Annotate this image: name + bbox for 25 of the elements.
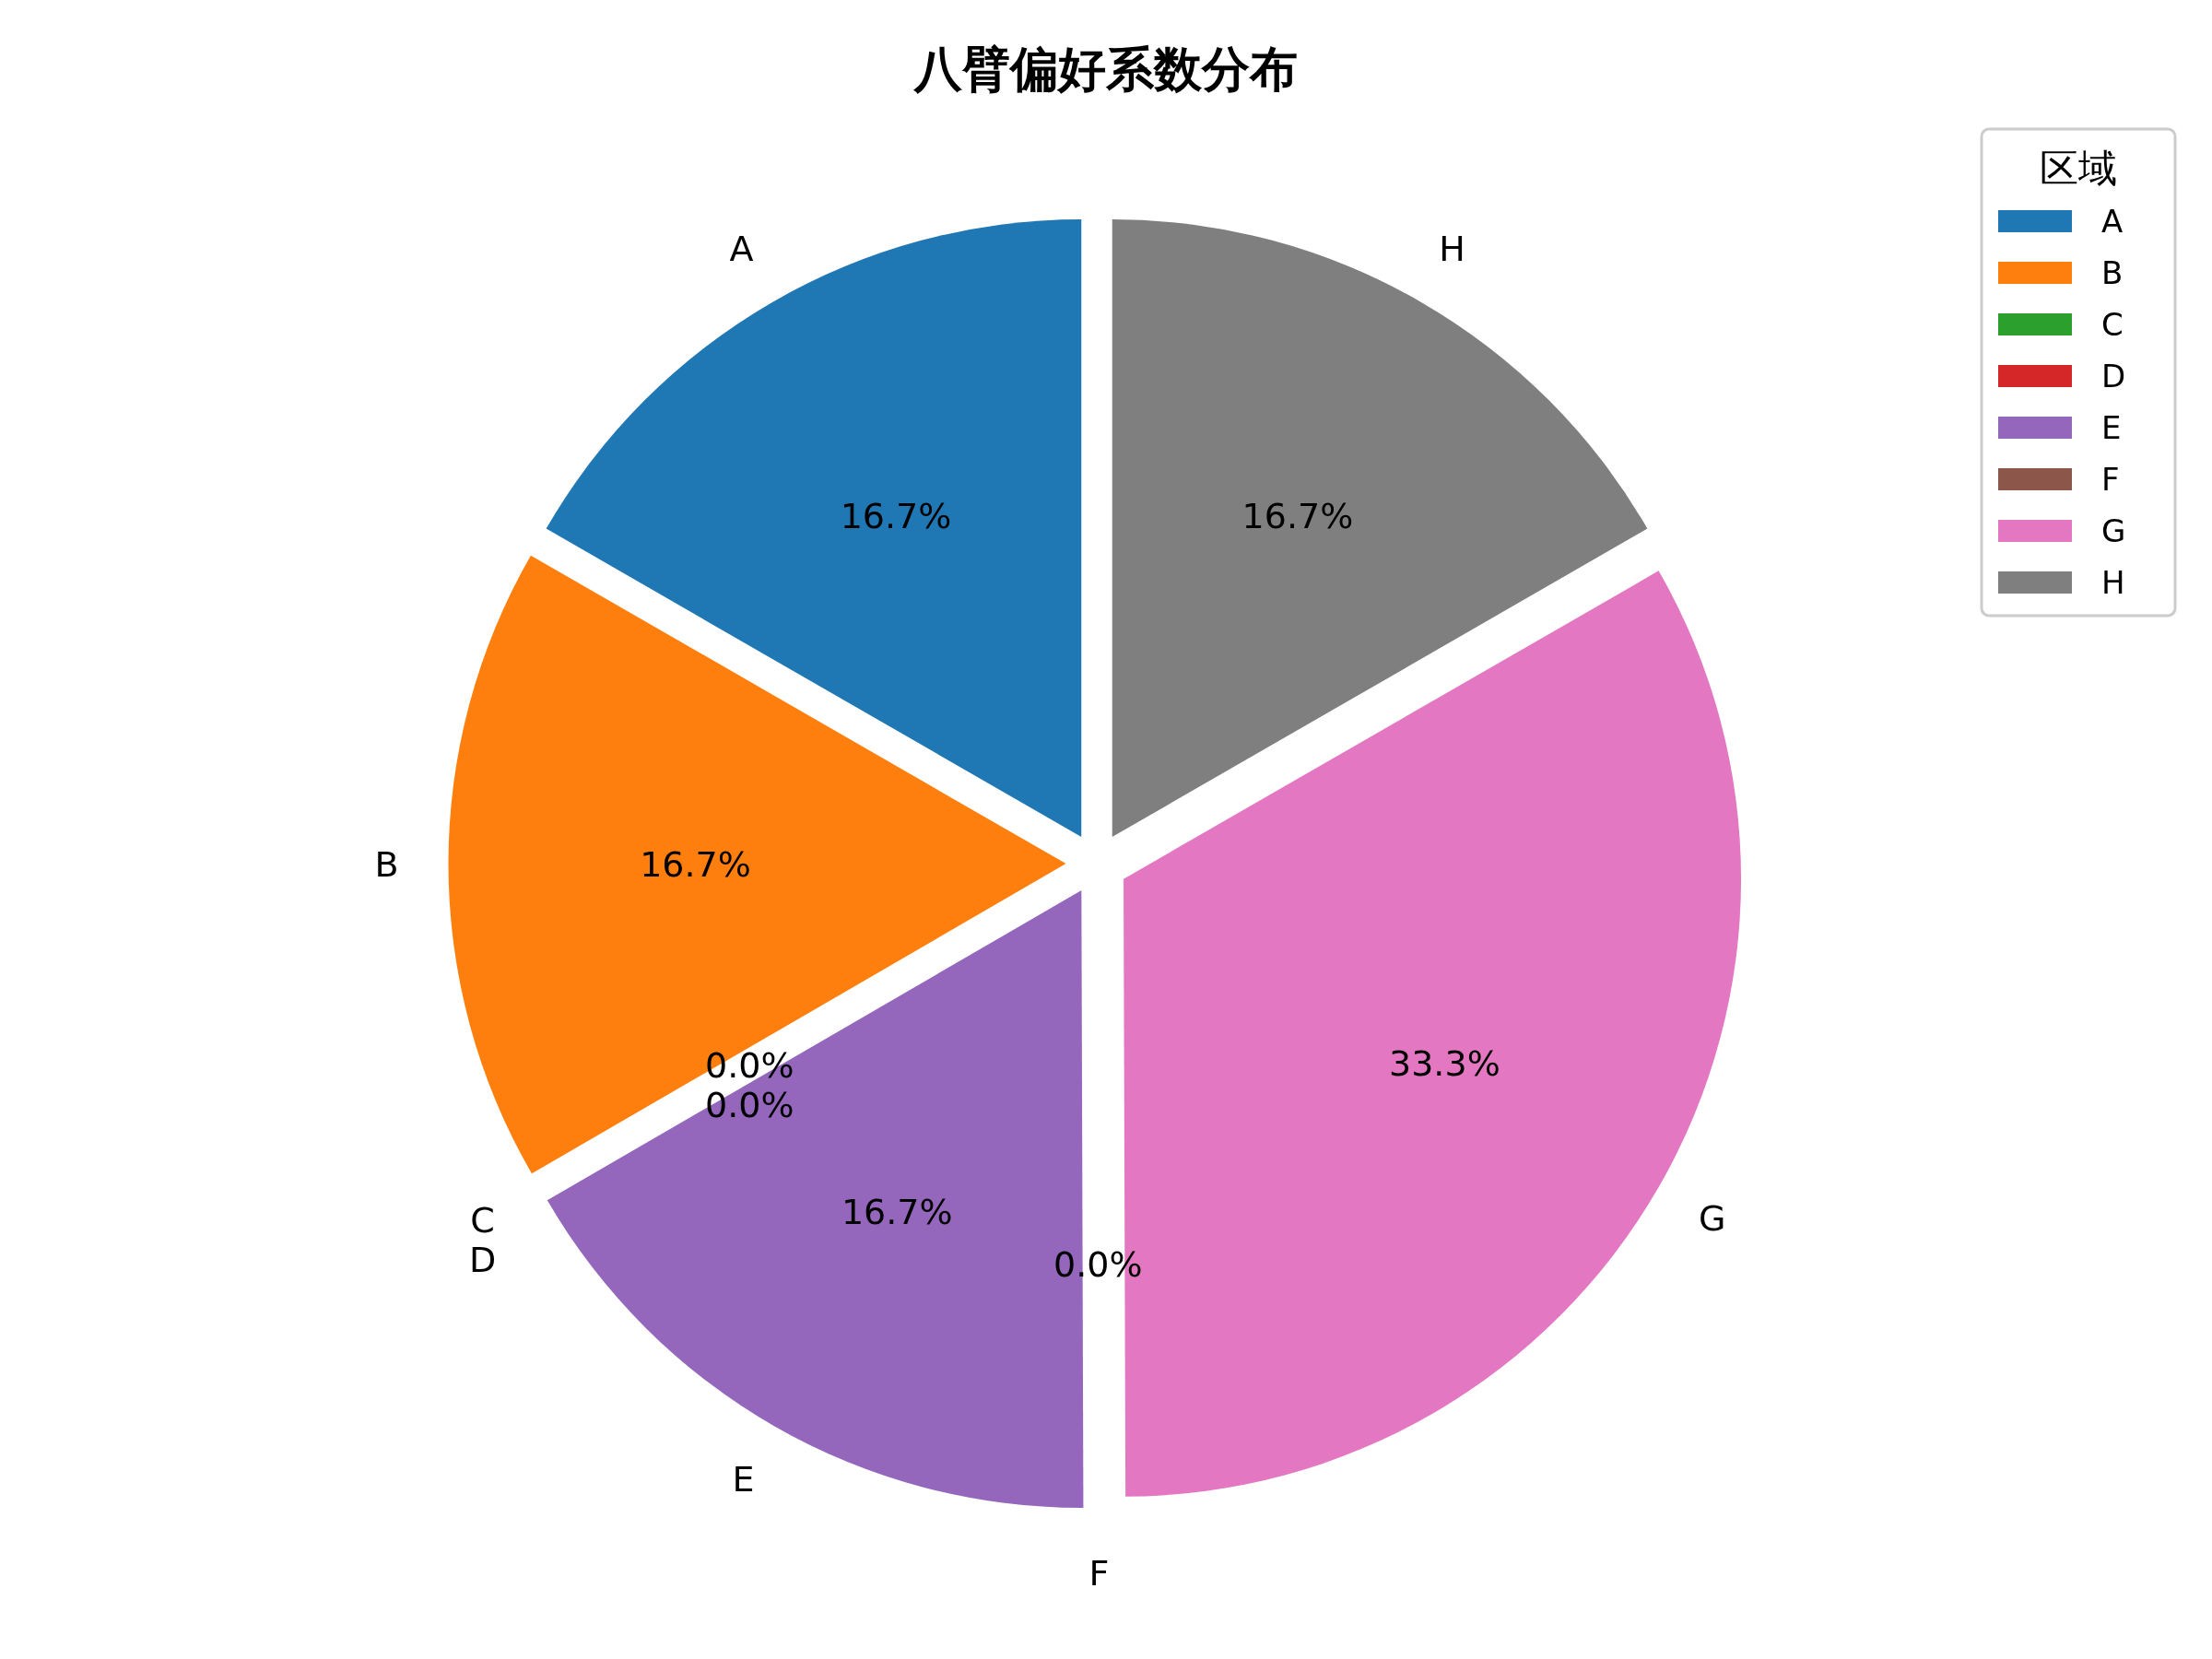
data-label: 16.7%: [640, 843, 751, 885]
slice-label: A: [729, 228, 754, 269]
text: 0.0%: [705, 1085, 794, 1126]
legend-label: H: [2101, 564, 2125, 601]
slice-label: G: [1698, 1197, 1726, 1239]
data-label: 16.7%: [841, 1191, 953, 1232]
category-label: D: [468, 1240, 497, 1281]
slice-label: B: [374, 844, 399, 886]
legend-label: G: [2101, 512, 2126, 549]
slice-label: H: [1439, 228, 1465, 269]
legend-label: C: [2101, 306, 2124, 343]
legend-label: E: [2101, 409, 2122, 446]
data-label: 16.7%: [1241, 495, 1354, 536]
chart-title: 八臂偏好系数分布: [912, 41, 1298, 97]
category-label: C: [470, 1199, 495, 1241]
legend-label: A: [2101, 203, 2124, 240]
legend-label: F: [2101, 461, 2120, 498]
legend-label: B: [2101, 254, 2124, 291]
legend-title: 区域: [2040, 145, 2117, 191]
slice-label: E: [732, 1459, 755, 1500]
data-label: 16.7%: [840, 495, 952, 536]
data-label: 33.3%: [1389, 1043, 1500, 1085]
category-label: F: [1088, 1553, 1110, 1594]
text: 0.0%: [1053, 1244, 1143, 1286]
legend-label: D: [2101, 358, 2126, 394]
